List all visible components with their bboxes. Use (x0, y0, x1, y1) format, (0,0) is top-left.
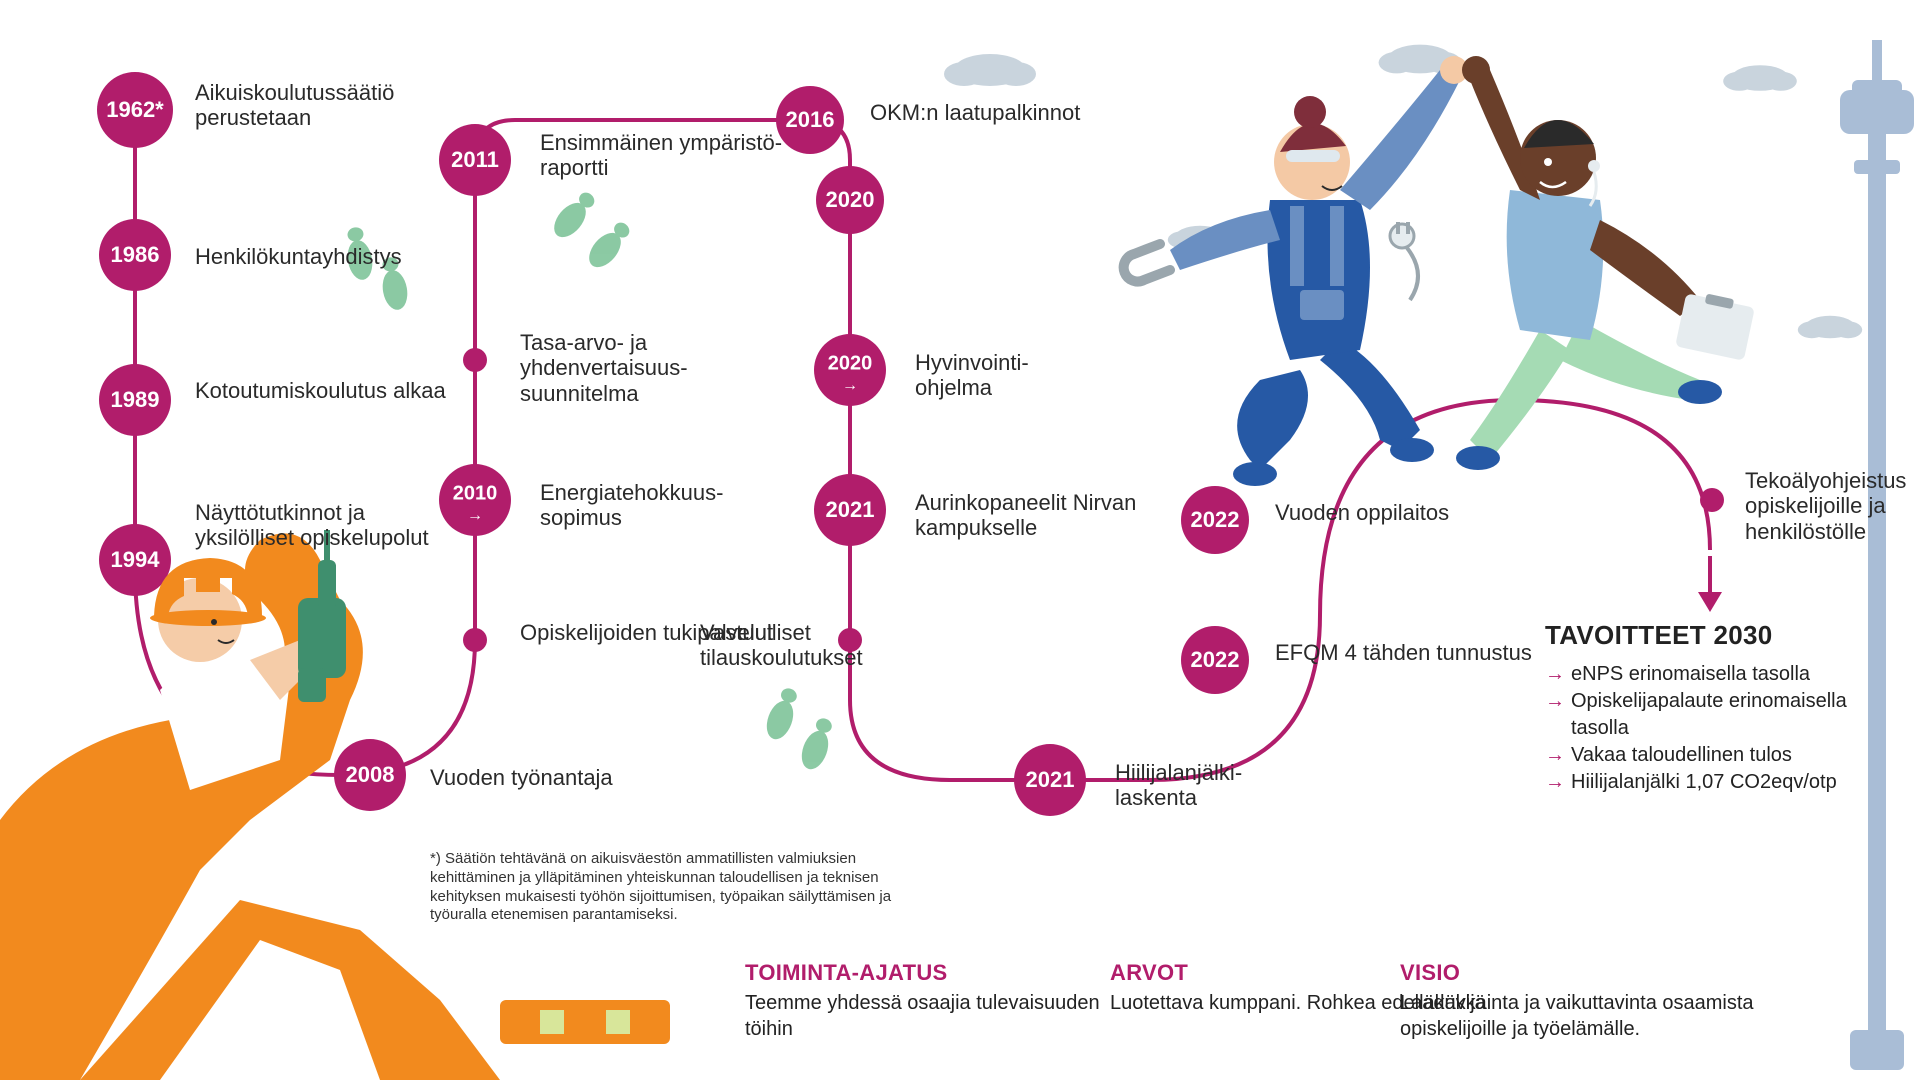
timeline-node-9: 2016 (776, 86, 844, 154)
footnote-text: *) Säätiön tehtävänä on aikuisväestön am… (430, 850, 910, 925)
footer-head-2: VISIO (1400, 960, 1790, 986)
tower-icon (1840, 40, 1914, 1070)
svg-text:2020: 2020 (826, 187, 875, 212)
timeline-node-10: 2020 (816, 166, 884, 234)
svg-text:→: → (467, 507, 483, 524)
timeline-label-1: Henkilökuntayhdistys (195, 244, 402, 269)
timeline-label-13: Vastuulliset tilauskoulutukset (700, 620, 960, 671)
timeline-arrow (1698, 556, 1722, 612)
highfive-illustration (1124, 56, 1755, 486)
svg-text:2021: 2021 (826, 497, 875, 522)
timeline-node-4: 2008 (334, 739, 406, 811)
worker-illustration (0, 530, 670, 1080)
footer-head-0: TOIMINTA-AJATUS (745, 960, 1135, 986)
goal-item-3: Hiilijalanjälki 1,07 CO2eqv/otp (1545, 769, 1885, 796)
goal-item-1: Opiskelijapalaute erinomaisella tasolla (1545, 688, 1885, 742)
timeline-node-11: 2020 → (814, 334, 886, 406)
goals-2030: TAVOITTEET 2030 eNPS erinomaisella tasol… (1545, 620, 1885, 796)
svg-text:2021: 2021 (1026, 767, 1075, 792)
svg-text:2022: 2022 (1191, 507, 1240, 532)
timeline-label-17: Tekoälyohjeistus opiskelijoille ja henki… (1745, 468, 1920, 544)
svg-text:2016: 2016 (786, 107, 835, 132)
footer-body-2: Laadukkainta ja vaikuttavinta osaamista … (1400, 990, 1790, 1042)
timeline-label-2: Kotoutumiskoulutus alkaa (195, 378, 446, 403)
timeline-node-0: 1962* (97, 72, 173, 148)
svg-text:2011: 2011 (451, 147, 499, 172)
timeline-node-3: 1994 (99, 524, 171, 596)
timeline-node-8: 2011 (439, 124, 511, 196)
timeline-label-6: Energiatehokkuus-sopimus (540, 480, 723, 531)
footer-block-0: TOIMINTA-AJATUS Teemme yhdessä osaajia t… (745, 960, 1135, 1042)
svg-text:1989: 1989 (111, 387, 160, 412)
svg-text:2010: 2010 (453, 482, 498, 504)
goals-title: TAVOITTEET 2030 (1545, 620, 1885, 651)
timeline-label-0: Aikuiskoulutussäätiö perustetaan (195, 80, 455, 131)
svg-text:1986: 1986 (111, 242, 160, 267)
timeline-node-14: 2021 (1014, 744, 1086, 816)
timeline-node-17 (1700, 488, 1724, 512)
timeline-node-5 (463, 628, 487, 652)
svg-text:2008: 2008 (346, 762, 395, 787)
timeline-label-12: Aurinkopaneelit Nirvan kampukselle (915, 490, 1175, 541)
timeline-node-16: 2022 (1181, 486, 1249, 554)
timeline-node-1: 1986 (99, 219, 171, 291)
goal-item-0: eNPS erinomaisella tasolla (1545, 661, 1885, 688)
timeline-label-7: Tasa-arvo- ja yhdenvertaisuus-suunnitelm… (520, 330, 780, 406)
svg-text:2020: 2020 (828, 352, 873, 374)
svg-text:1994: 1994 (111, 547, 161, 572)
timeline-label-9: OKM:n laatupalkinnot (870, 100, 1080, 125)
svg-text:→: → (842, 377, 858, 394)
timeline-node-7 (463, 348, 487, 372)
timeline-label-8: Ensimmäinen ympäristö-raportti (540, 130, 782, 181)
goal-item-2: Vakaa taloudellinen tulos (1545, 742, 1885, 769)
timeline-path (135, 110, 1710, 780)
svg-text:2022: 2022 (1191, 647, 1240, 672)
footer-body-0: Teemme yhdessä osaajia tulevaisuuden töi… (745, 990, 1135, 1042)
timeline-label-16: Vuoden oppilaitos (1275, 500, 1449, 525)
timeline-node-2: 1989 (99, 364, 171, 436)
timeline-node-12: 2021 (814, 474, 886, 546)
timeline-label-11: Hyvinvointi-ohjelma (915, 350, 1029, 401)
timeline-label-14: Hiilijalanjälki-laskenta (1115, 760, 1242, 811)
timeline-label-3: Näyttötutkinnot ja yksilölliset opiskelu… (195, 500, 455, 551)
svg-text:1962*: 1962* (106, 97, 164, 122)
timeline-label-15: EFQM 4 tähden tunnustus (1275, 640, 1532, 665)
timeline-label-4: Vuoden työnantaja (430, 765, 613, 790)
footer-block-2: VISIO Laadukkainta ja vaikuttavinta osaa… (1400, 960, 1790, 1042)
timeline-node-15: 2022 (1181, 626, 1249, 694)
